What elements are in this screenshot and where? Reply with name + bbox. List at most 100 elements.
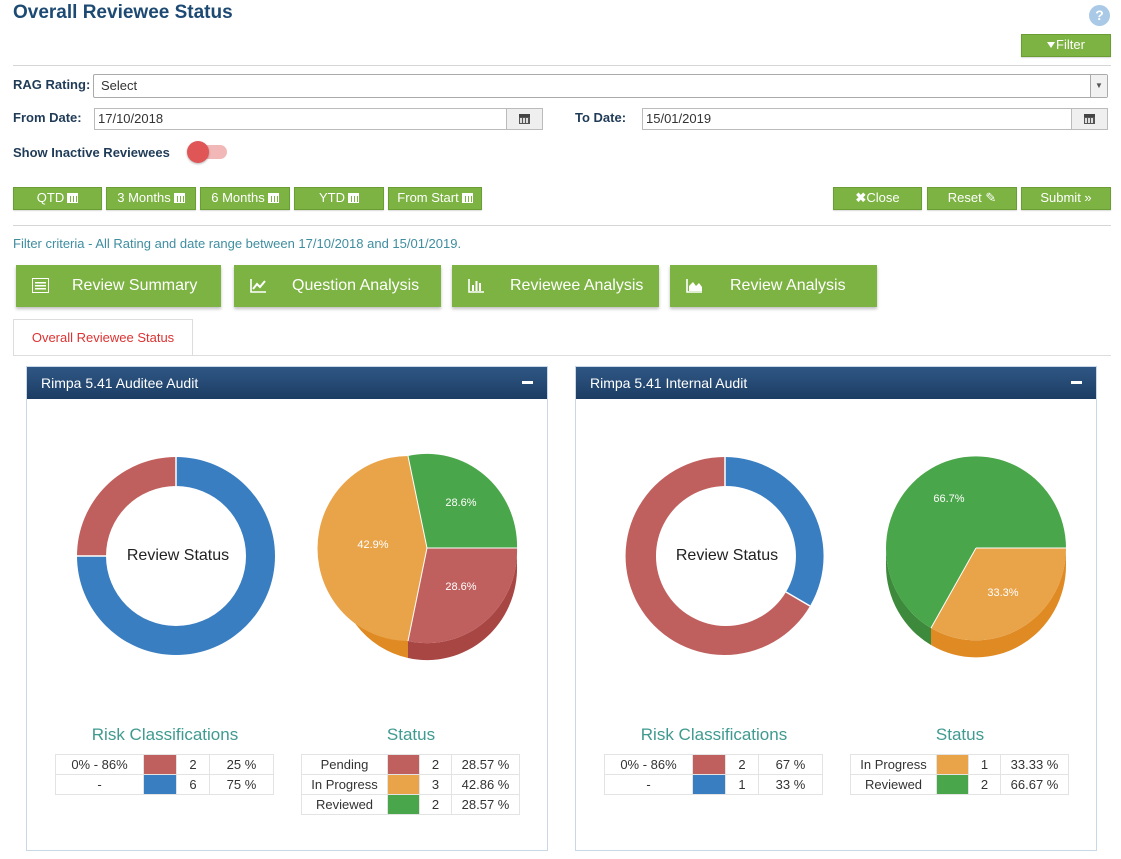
donut-segment-blue[interactable] bbox=[725, 457, 824, 606]
status-pie[interactable] bbox=[885, 456, 1067, 658]
line-chart-icon bbox=[250, 279, 266, 293]
minimize-icon[interactable] bbox=[522, 381, 533, 384]
pencil-icon: ✎ bbox=[985, 190, 997, 205]
range-ytd-button[interactable]: YTD bbox=[294, 187, 384, 210]
panel-header: Rimpa 5.41 Auditee Audit bbox=[27, 367, 547, 399]
chevron-down-icon[interactable]: ▼ bbox=[1090, 75, 1107, 97]
panel-charts: Review Status 66.7% 33.3% bbox=[625, 456, 1067, 658]
panel-header: Rimpa 5.41 Internal Audit bbox=[576, 367, 1096, 399]
range-qtd-button[interactable]: QTD bbox=[13, 187, 102, 210]
legend-swatch bbox=[143, 754, 177, 775]
status-pie[interactable] bbox=[317, 453, 518, 661]
tab-label: Question Analysis bbox=[292, 277, 420, 294]
calendar-icon bbox=[348, 193, 359, 203]
range-6-months-button[interactable]: 6 Months bbox=[200, 187, 290, 210]
tab-reviewee-analysis[interactable]: Reviewee Analysis bbox=[452, 265, 659, 307]
legend-percent: 28.57 % bbox=[451, 794, 520, 815]
legend-row: 0% - 86% 2 25 % bbox=[55, 754, 274, 775]
panel-auditee-audit: Rimpa 5.41 Auditee Audit Review Status 2… bbox=[26, 366, 548, 851]
calendar-icon bbox=[519, 114, 530, 124]
legend-row: 0% - 86% 2 67 % bbox=[604, 754, 823, 775]
pie-label-orange: 42.9% bbox=[357, 539, 388, 551]
legend-percent: 67 % bbox=[758, 754, 823, 775]
close-icon: ✖ bbox=[855, 190, 867, 205]
from-date-calendar-button[interactable] bbox=[507, 108, 543, 130]
tab-review-analysis[interactable]: Review Analysis bbox=[670, 265, 877, 307]
range-from-start-button[interactable]: From Start bbox=[388, 187, 482, 210]
range-3-months-button[interactable]: 3 Months bbox=[106, 187, 196, 210]
bar-chart-icon bbox=[468, 279, 484, 293]
legend-row: In Progress 3 42.86 % bbox=[301, 774, 520, 795]
tab-label: Review Analysis bbox=[730, 277, 846, 294]
close-button[interactable]: ✖Close bbox=[833, 187, 922, 210]
pie-slice-green[interactable] bbox=[408, 453, 518, 548]
calendar-icon bbox=[173, 193, 185, 203]
status-title: Status bbox=[386, 725, 436, 744]
donut-center-label: Review Status bbox=[676, 547, 778, 564]
donut-segment-red[interactable] bbox=[77, 457, 176, 556]
donut-segment-blue[interactable] bbox=[77, 457, 275, 655]
legend-label: Reviewed bbox=[850, 774, 937, 795]
from-date-input[interactable]: 17/10/2018 bbox=[94, 108, 507, 130]
legend-label: - bbox=[604, 774, 693, 795]
to-date-calendar-button[interactable] bbox=[1072, 108, 1108, 130]
rag-rating-value: Select bbox=[101, 78, 138, 93]
legend-percent: 66.67 % bbox=[1000, 774, 1069, 795]
rag-rating-label: RAG Rating: bbox=[13, 77, 91, 92]
panel-internal-audit: Rimpa 5.41 Internal Audit Review Status … bbox=[575, 366, 1097, 851]
legend-label: Reviewed bbox=[301, 794, 388, 815]
legend-label: In Progress bbox=[850, 754, 937, 775]
legend-swatch bbox=[936, 754, 969, 775]
legend-label: 0% - 86% bbox=[55, 754, 144, 775]
pie-slice-green[interactable] bbox=[886, 456, 1066, 628]
tab-overall-reviewee-status[interactable]: Overall Reviewee Status bbox=[13, 319, 193, 356]
legend-swatch bbox=[143, 774, 177, 795]
reset-button[interactable]: Reset ✎ bbox=[927, 187, 1017, 210]
risk-donut[interactable] bbox=[625, 456, 824, 655]
legend-row: Reviewed 2 28.57 % bbox=[301, 794, 520, 815]
from-date-label: From Date: bbox=[13, 110, 82, 125]
divider bbox=[13, 65, 1111, 66]
pie-label-green: 66.7% bbox=[933, 493, 964, 505]
submit-button[interactable]: Submit » bbox=[1021, 187, 1111, 210]
toggle-knob[interactable] bbox=[187, 141, 209, 163]
minimize-icon[interactable] bbox=[1071, 381, 1082, 384]
legend-count: 1 bbox=[725, 774, 759, 795]
range-label: QTD bbox=[36, 190, 65, 205]
legend-count: 2 bbox=[419, 754, 452, 775]
legend-swatch bbox=[387, 774, 420, 795]
range-label: 3 Months bbox=[117, 190, 171, 205]
panel-title: Rimpa 5.41 Internal Audit bbox=[590, 375, 748, 391]
legend-count: 2 bbox=[725, 754, 759, 775]
tab-label: Reviewee Analysis bbox=[510, 277, 644, 294]
pie-label-green: 28.6% bbox=[445, 497, 476, 509]
panel-charts: Review Status 28.6% 28.6% 42.9% bbox=[77, 453, 518, 661]
pie-slice-red[interactable] bbox=[408, 548, 518, 644]
to-date-label: To Date: bbox=[575, 110, 627, 125]
tab-question-analysis[interactable]: Question Analysis bbox=[234, 265, 441, 307]
range-label: YTD bbox=[319, 190, 345, 205]
legend-label: Pending bbox=[301, 754, 388, 775]
filter-button[interactable]: Filter bbox=[1021, 34, 1111, 57]
rag-rating-select[interactable]: Select ▼ bbox=[93, 74, 1108, 98]
risk-legend-table: 0% - 86% 2 67 % - 1 33 % bbox=[604, 754, 823, 795]
help-icon[interactable]: ? bbox=[1089, 5, 1110, 26]
calendar-icon bbox=[1084, 114, 1095, 124]
panel-title: Rimpa 5.41 Auditee Audit bbox=[41, 375, 199, 391]
legend-percent: 42.86 % bbox=[451, 774, 520, 795]
tab-review-summary[interactable]: Review Summary bbox=[16, 265, 221, 307]
range-label: From Start bbox=[397, 190, 459, 205]
risk-classifications-title: Risk Classifications bbox=[91, 725, 239, 744]
legend-count: 6 bbox=[176, 774, 210, 795]
to-date-input[interactable]: 15/01/2019 bbox=[642, 108, 1072, 130]
legend-swatch bbox=[387, 754, 420, 775]
legend-label: - bbox=[55, 774, 144, 795]
status-legend-table: In Progress 1 33.33 % Reviewed 2 66.67 % bbox=[850, 754, 1069, 795]
risk-donut[interactable] bbox=[77, 457, 275, 655]
legend-swatch bbox=[692, 774, 726, 795]
tab-underline bbox=[13, 355, 1111, 356]
pie-slice-orange[interactable] bbox=[931, 548, 1067, 641]
pie-slice-orange[interactable] bbox=[317, 456, 427, 641]
filter-button-label: Filter bbox=[1056, 37, 1085, 52]
donut-segment-red[interactable] bbox=[625, 456, 810, 655]
